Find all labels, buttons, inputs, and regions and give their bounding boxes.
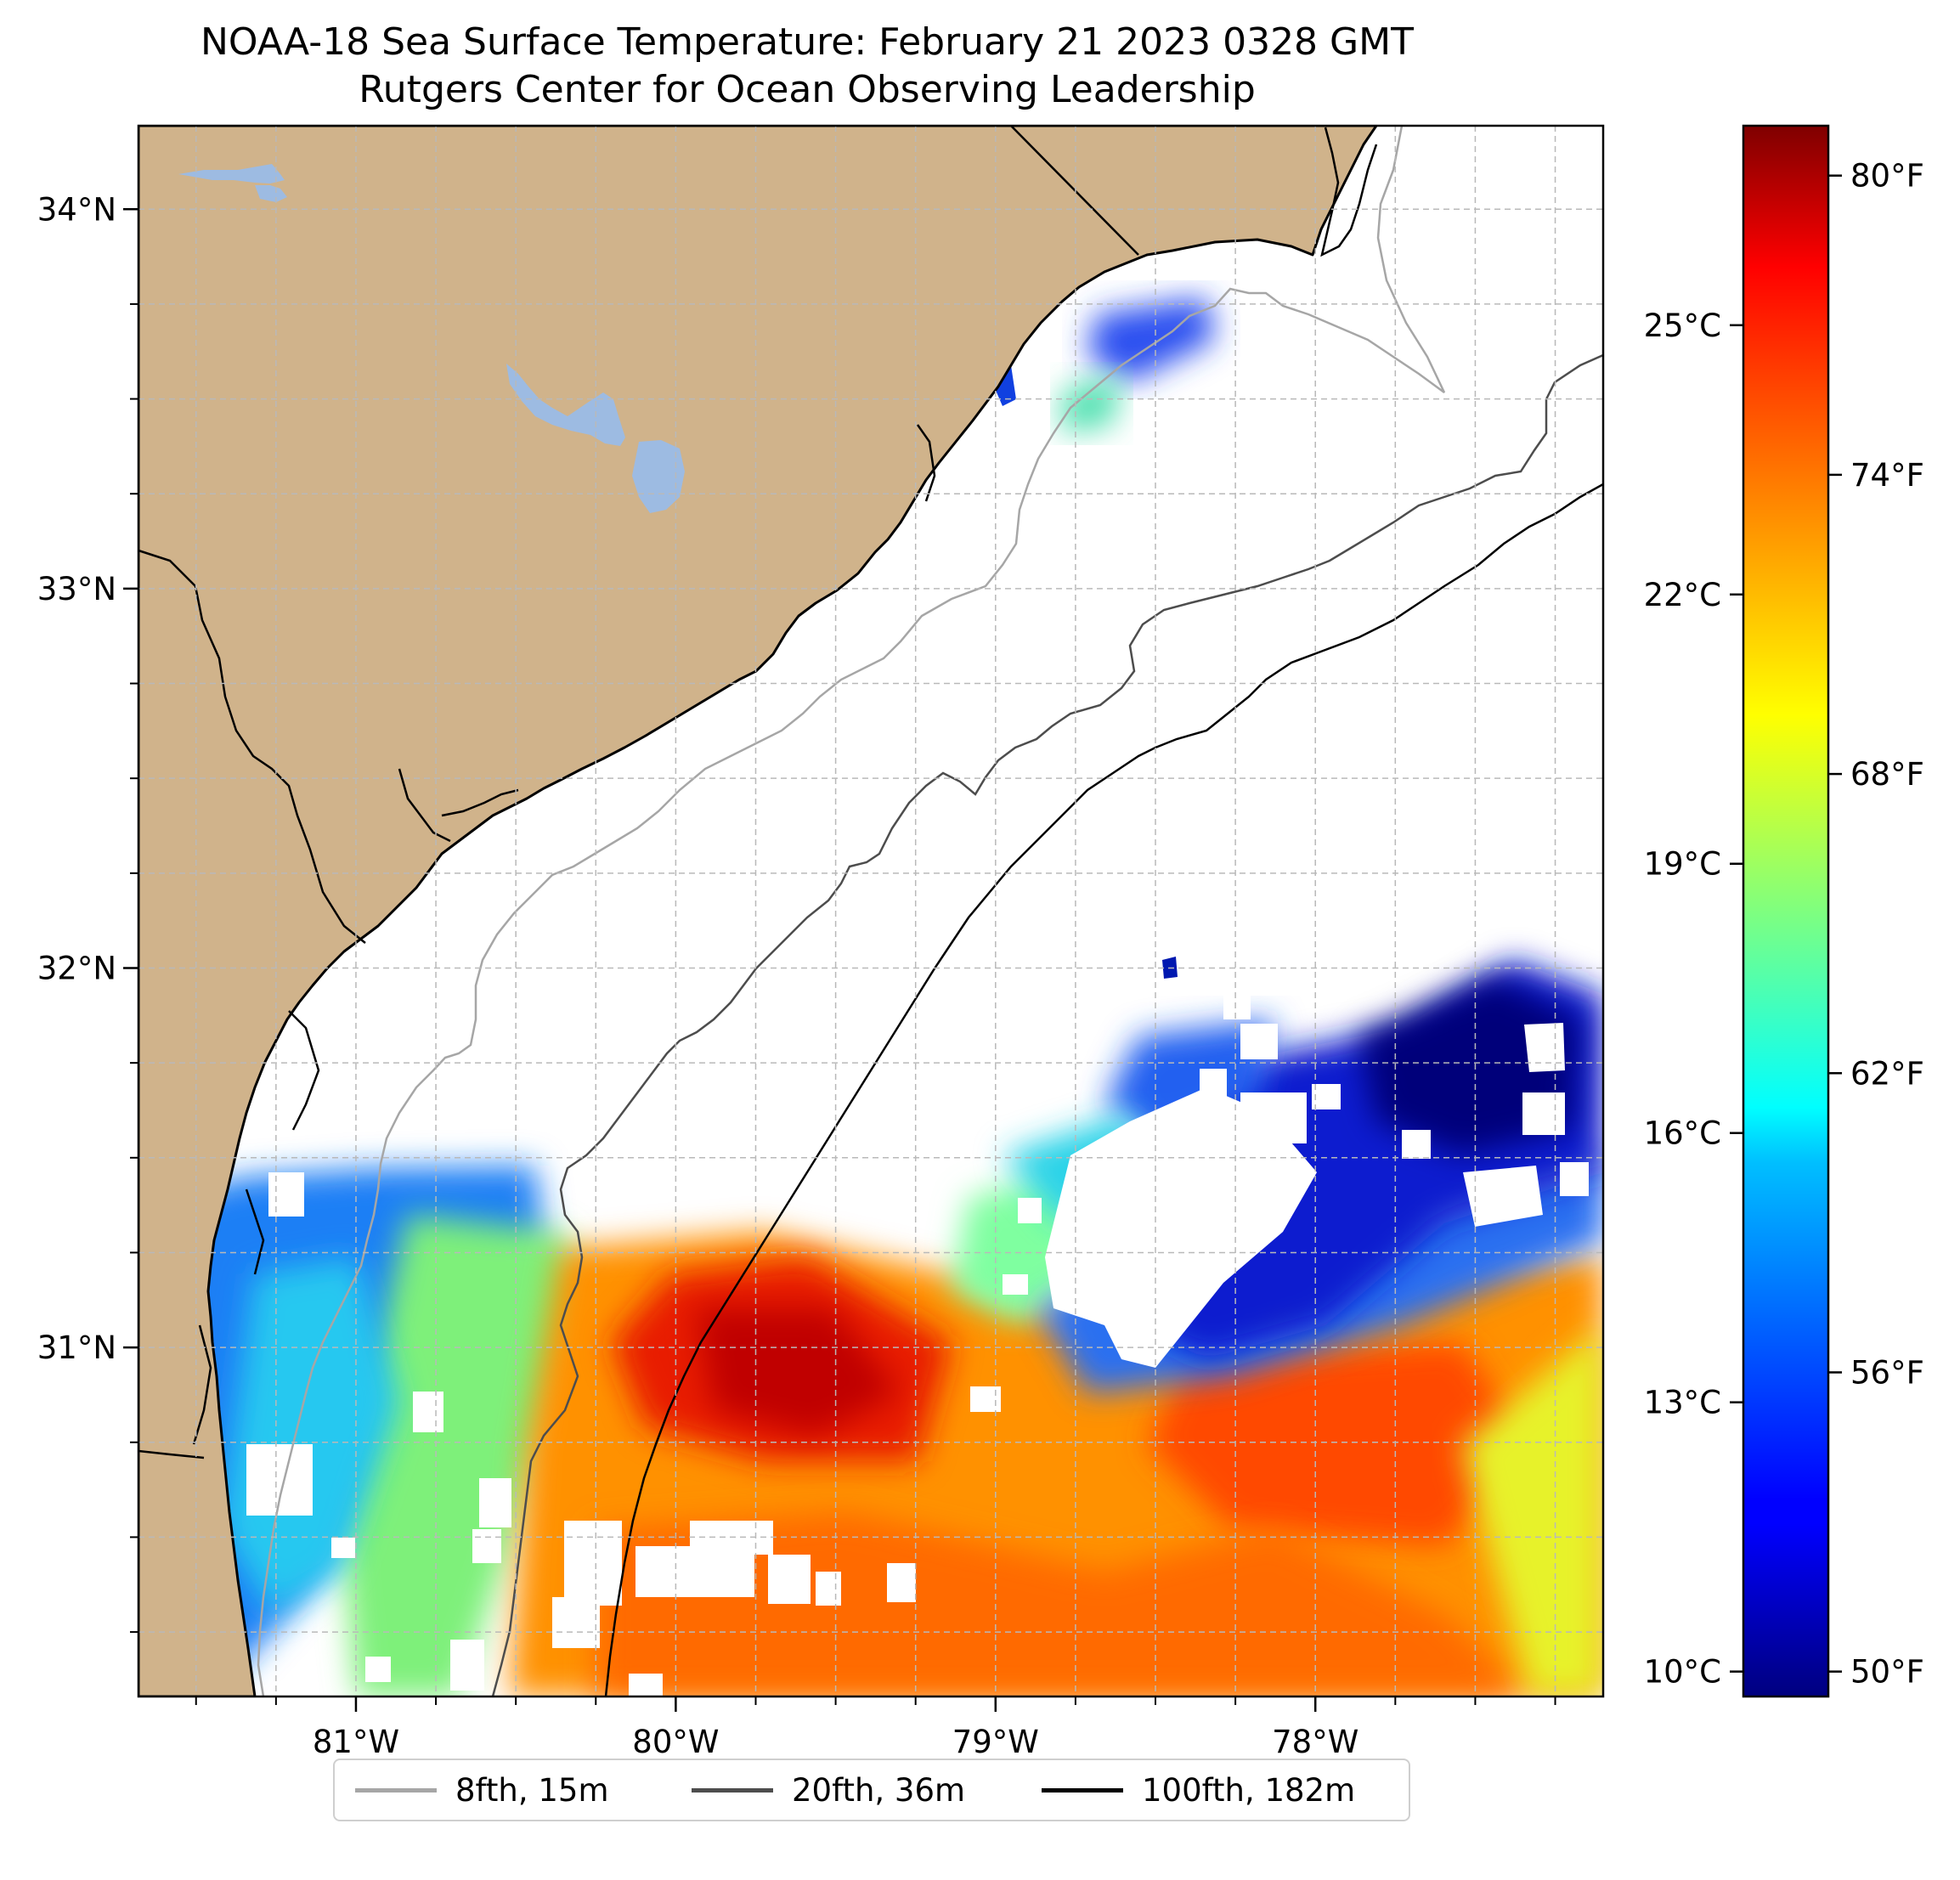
lon-tick-label: 79°W	[952, 1724, 1039, 1760]
legend-label: 20fth, 36m	[792, 1771, 966, 1809]
colorbar-c-label: 13°C	[1644, 1385, 1721, 1421]
coastline-detail	[192, 127, 1378, 1445]
lon-tick-label: 81°W	[313, 1724, 399, 1760]
colorbar-c-label: 25°C	[1644, 308, 1721, 344]
isobath-100fth	[604, 483, 1603, 1697]
colorbar-f-label: 68°F	[1850, 756, 1924, 793]
legend-label: 8fth, 15m	[455, 1771, 609, 1809]
isobaths	[257, 126, 1603, 1697]
lon-tick-label: 80°W	[632, 1724, 719, 1760]
legend-swatch	[1042, 1787, 1123, 1792]
lon-tick-label: 78°W	[1272, 1724, 1358, 1760]
lat-tick-label: 34°N	[37, 191, 116, 228]
isobath-8fth	[257, 126, 1446, 1697]
legend-swatch	[355, 1787, 437, 1792]
colorbar: 50°F 56°F 62°F 68°F 74°F 80°F 10°C 13°C 16°C 19°C…	[1644, 124, 1924, 1698]
colorbar-c-label: 19°C	[1644, 846, 1721, 883]
map-frame	[137, 124, 1605, 1698]
map-axes: 81°W 80°W 79°W 78°W 31°N 32°N 33°N 34°N	[37, 191, 1556, 1760]
land-mass	[138, 126, 1378, 1697]
legend-swatch	[692, 1787, 773, 1792]
lat-tick-label: 33°N	[37, 571, 116, 607]
legend-entry-8fth: 8fth, 15m	[355, 1769, 609, 1811]
colorbar-f-label: 50°F	[1850, 1654, 1924, 1691]
colorbar-f-label: 62°F	[1850, 1055, 1924, 1092]
isobath-20fth	[491, 353, 1603, 1697]
colorbar-gradient	[1742, 124, 1830, 1698]
map-title: NOAA-18 Sea Surface Temperature: Februar…	[201, 20, 1414, 64]
map-subtitle: Rutgers Center for Ocean Observing Leade…	[359, 68, 1256, 111]
colorbar-f-label: 80°F	[1850, 158, 1924, 195]
colorbar-c-label: 10°C	[1644, 1654, 1721, 1691]
isobath-legend: 8fth, 15m 20fth, 36m 100fth, 182m	[333, 1759, 1410, 1821]
colorbar-f-label: 56°F	[1850, 1354, 1924, 1391]
colorbar-c-label: 16°C	[1644, 1115, 1721, 1152]
legend-entry-100fth: 100fth, 182m	[1042, 1769, 1355, 1811]
lat-tick-label: 31°N	[37, 1330, 116, 1366]
lat-tick-label: 32°N	[37, 950, 116, 986]
gridlines	[138, 126, 1603, 1697]
legend-entry-20fth: 20fth, 36m	[692, 1769, 965, 1811]
state-boundaries	[138, 126, 1139, 1459]
colorbar-ticks: 50°F 56°F 62°F 68°F 74°F 80°F 10°C 13°C 16°C 19°C…	[1644, 158, 1924, 1691]
colorbar-c-label: 22°C	[1644, 577, 1721, 613]
legend-label: 100fth, 182m	[1142, 1771, 1356, 1809]
colorbar-f-label: 74°F	[1850, 457, 1924, 494]
map-area	[138, 126, 1603, 1697]
